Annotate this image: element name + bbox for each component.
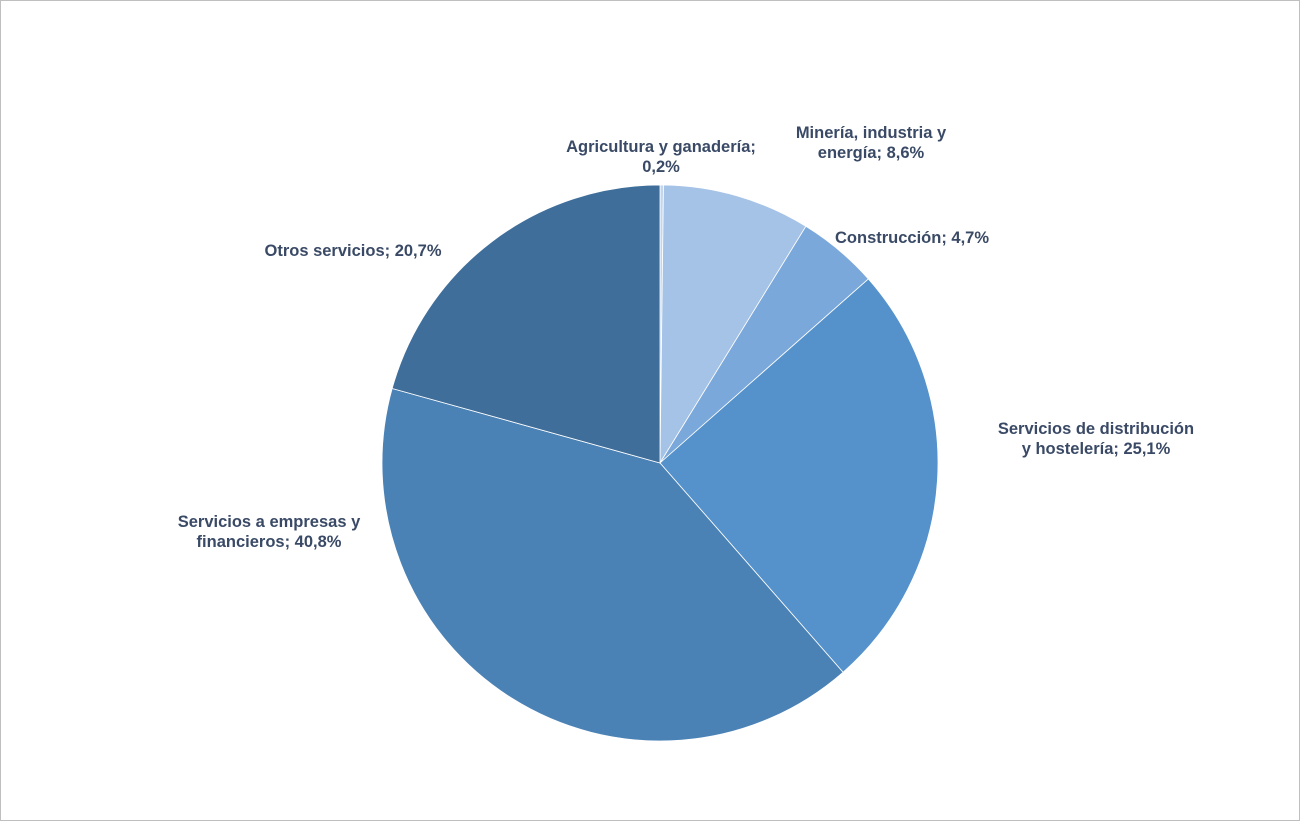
- data-label-otros: Otros servicios; 20,7%: [264, 242, 442, 260]
- data-label-mineria: Minería, industria y energía; 8,6%: [795, 124, 947, 162]
- data-label-construccion: Construcción; 4,7%: [835, 229, 990, 247]
- data-label-distribucion: Servicios de distribución y hostelería; …: [997, 420, 1195, 458]
- pie-slice-distribucion: [659, 278, 939, 673]
- data-label-agricultura: Agricultura y ganadería; 0,2%: [566, 138, 756, 176]
- data-label-empresas: Servicios a empresas y financieros; 40,8…: [177, 513, 361, 551]
- pie-slice-empresas: [381, 387, 844, 742]
- pie-slice-mineria: [659, 184, 807, 465]
- pie-slice-otros: [391, 184, 661, 464]
